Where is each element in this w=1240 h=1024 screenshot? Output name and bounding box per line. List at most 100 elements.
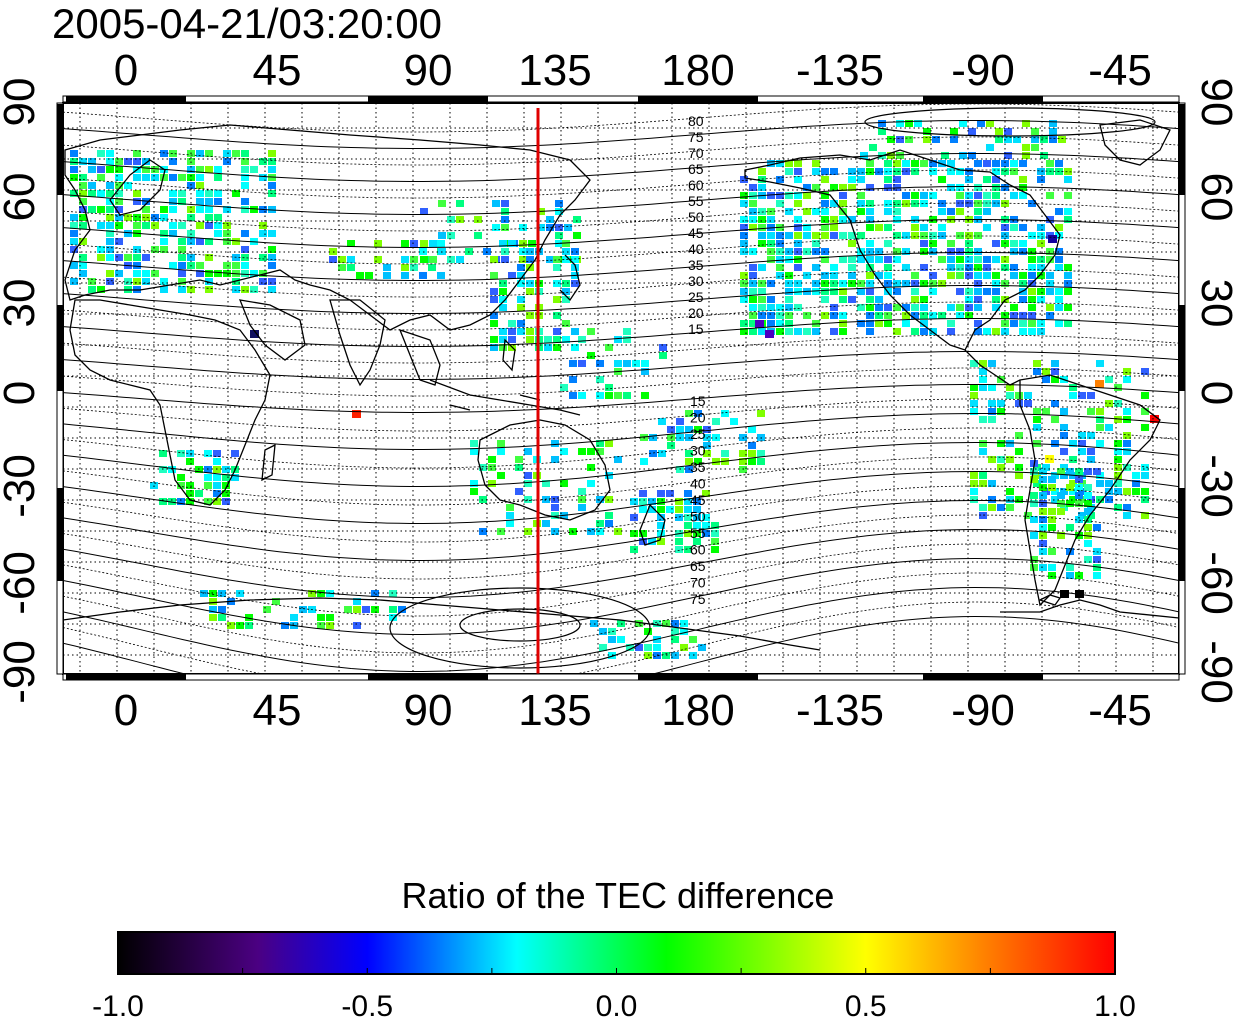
tec-patch — [573, 232, 581, 239]
colorbar-tick-label: -1.0 — [92, 990, 144, 1023]
tec-patch — [1075, 516, 1083, 523]
tec-patch — [866, 208, 874, 215]
tec-patch — [70, 230, 78, 237]
tec-patch — [515, 456, 523, 463]
tec-patch — [974, 256, 982, 263]
tec-patch — [553, 280, 561, 287]
tec-patch — [419, 272, 427, 279]
tec-patch — [794, 264, 802, 271]
tec-patch — [703, 450, 711, 457]
tec-patch — [169, 230, 177, 237]
tec-patch — [124, 278, 132, 285]
tec-patch — [830, 312, 838, 319]
tec-patch — [702, 522, 710, 529]
tec-patch — [209, 614, 217, 621]
tec-patch — [1084, 468, 1092, 475]
tec-patch — [178, 246, 186, 253]
mlat-label-south: 75 — [690, 591, 706, 607]
tec-patch — [214, 174, 222, 181]
tec-patch — [749, 296, 757, 303]
tec-patch — [929, 192, 937, 199]
tec-patch — [1105, 480, 1113, 487]
tec-patch — [956, 264, 964, 271]
axis-bar-segment — [57, 305, 63, 391]
tec-patch — [970, 360, 978, 367]
tec-patch — [1030, 556, 1038, 563]
tec-patch — [794, 176, 802, 183]
tec-patch — [875, 224, 883, 231]
tec-patch — [857, 192, 865, 199]
tec-patch — [1078, 448, 1086, 455]
tec-patch — [749, 272, 757, 279]
tec-patch — [776, 272, 784, 279]
tec-patch — [1087, 512, 1095, 519]
tec-patch — [526, 248, 534, 255]
tec-patch — [506, 520, 514, 527]
tec-patch — [223, 238, 231, 245]
tec-patch — [186, 450, 194, 457]
tec-patch — [693, 498, 701, 505]
tec-patch — [911, 296, 919, 303]
right-axis-label: 30 — [1192, 279, 1240, 328]
tec-patch — [562, 336, 570, 343]
tec-patch — [748, 450, 756, 457]
tec-patch — [1114, 384, 1122, 391]
tec-patch — [470, 448, 478, 455]
tec-patch — [920, 264, 928, 271]
tec-patch — [947, 184, 955, 191]
tec-patch — [639, 506, 647, 513]
tec-patch — [875, 296, 883, 303]
tec-patch — [785, 208, 793, 215]
axis-bar-segment — [57, 104, 63, 195]
tec-patch — [992, 192, 1000, 199]
tec-patch — [1150, 415, 1159, 423]
tec-patch — [875, 272, 883, 279]
tec-patch — [1030, 492, 1038, 499]
tec-patch — [740, 192, 748, 199]
tec-patch — [1039, 540, 1047, 547]
tec-patch — [767, 256, 775, 263]
tec-patch — [106, 254, 114, 261]
tec-patch — [986, 144, 994, 151]
tec-patch — [1058, 136, 1066, 143]
tec-patch — [776, 176, 784, 183]
tec-patch — [740, 328, 748, 335]
tec-patch — [352, 410, 361, 418]
tec-patch — [97, 174, 105, 181]
mlat-label-north: 60 — [688, 177, 704, 193]
tec-patch — [956, 304, 964, 311]
mlat-label-south: 35 — [690, 459, 706, 475]
tec-patch — [920, 192, 928, 199]
tec-patch — [947, 256, 955, 263]
tec-patch — [740, 216, 748, 223]
tec-patch — [241, 286, 249, 293]
tec-patch — [196, 238, 204, 245]
tec-patch — [115, 166, 123, 173]
tec-patch — [526, 288, 534, 295]
top-axis-label: -135 — [796, 46, 884, 95]
tec-patch — [97, 150, 105, 157]
tec-patch — [1114, 416, 1122, 423]
tec-patch — [995, 136, 1003, 143]
tec-patch — [1051, 496, 1059, 503]
tec-patch — [1078, 488, 1086, 495]
tec-patch — [546, 224, 554, 231]
tec-patch — [160, 278, 168, 285]
tec-patch — [79, 190, 87, 197]
tec-patch — [821, 224, 829, 231]
tec-patch — [578, 488, 586, 495]
tec-patch — [97, 286, 105, 293]
colorbar-tick-label: 0.0 — [596, 990, 638, 1023]
tec-patch — [133, 278, 141, 285]
tec-patch — [213, 474, 221, 481]
tec-patch — [1042, 376, 1050, 383]
tec-patch — [1010, 264, 1018, 271]
tec-patch — [178, 286, 186, 293]
tec-patch — [821, 192, 829, 199]
tec-patch — [857, 304, 865, 311]
tec-patch — [195, 490, 203, 497]
tec-patch — [177, 498, 185, 505]
tec-patch — [920, 312, 928, 319]
tec-patch — [956, 232, 964, 239]
